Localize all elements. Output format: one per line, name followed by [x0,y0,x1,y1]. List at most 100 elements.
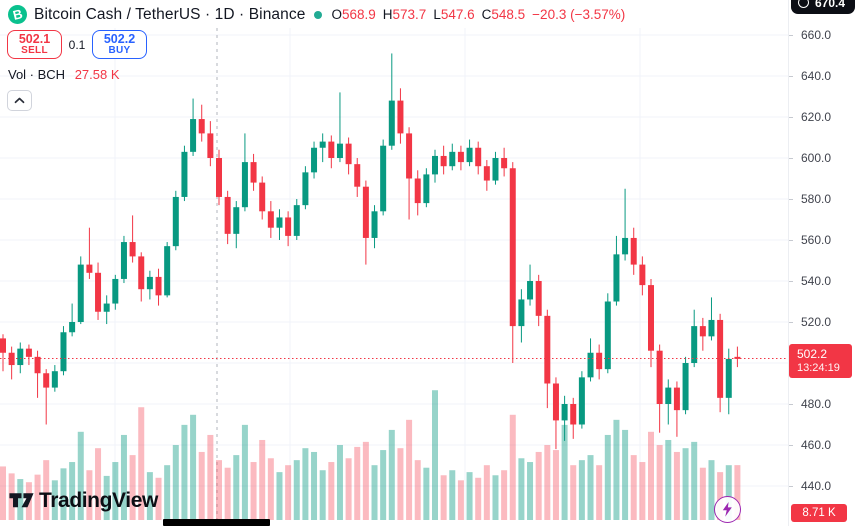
volume-bar [622,429,629,520]
axis-tick [789,321,793,323]
price-axis-label: 580.0 [801,192,832,206]
volume-bar [648,431,654,520]
volume-bar [708,460,715,520]
price-axis-label: 440.0 [801,479,832,493]
candle-body [129,242,136,257]
bottom-scrollbar[interactable] [163,519,270,526]
volume-bar [164,465,171,520]
candle-body [51,371,58,388]
volume-bar [380,450,387,520]
candle-body [596,352,603,370]
volume-bar [552,450,559,520]
volume-bar [129,455,136,520]
candle-body [423,174,430,204]
volume-bar [60,468,67,520]
volume-bar [328,462,335,520]
volume-bar [656,445,663,520]
volume-bar [527,462,534,520]
legend-close: C 548.5 [481,7,526,22]
axis-tick [789,485,793,487]
candle-body [414,178,421,204]
volume-bar [475,477,482,520]
candle-body [440,155,447,167]
symbol-title[interactable]: Bitcoin Cash / TetherUS · 1D · Binance [34,5,306,23]
candle-body [95,272,102,312]
clock-icon [797,0,809,8]
candle-body [362,186,369,238]
quantity-field[interactable]: 0.1 [68,37,86,52]
candle-body [648,285,654,351]
volume-indicator-row[interactable]: Vol · BCH 27.58 K [8,67,120,82]
countdown-badge[interactable]: 670.4 [790,0,855,14]
candle-body [501,158,508,169]
candle-body [77,264,84,322]
volume-bar [336,445,343,520]
candle-body [25,348,32,357]
candle-body [388,100,395,146]
buy-price: 502.2 [103,31,136,46]
volume-bar [285,465,292,520]
volume-bar [172,445,179,520]
ohlc-legend: O 568.9 H 573.7 L 547.6 C 548.5 −20.3 (−3.57… [331,7,625,22]
volume-bar [388,429,395,520]
sell-button[interactable]: 502.1 SELL [7,30,62,59]
bch-b-glyph: B [11,6,24,23]
legend-open: O 568.9 [331,7,376,22]
candle-body [336,143,343,158]
current-price-badge: 502.2 13:24:19 [789,344,852,378]
candle-body [406,133,413,179]
current-price-value: 502.2 [797,347,828,361]
volume-bar [43,460,50,520]
instant-trading-button[interactable] [714,496,741,523]
candle-body [164,246,171,296]
market-status-dot-icon[interactable] [314,10,323,19]
volume-bar [224,467,231,520]
buy-button[interactable]: 502.2 BUY [92,30,147,59]
volume-indicator-value: 27.58 K [74,67,120,82]
volume-bar [725,465,732,520]
volume-bar [432,390,438,520]
volume-bar [155,477,162,520]
candle-body [622,237,629,255]
candle-body [60,332,67,372]
volume-bar [440,475,447,520]
candle-body [432,155,438,175]
volume-bar [466,472,473,520]
volume-bar [259,439,266,520]
bitcoin-cash-logo-icon: B [8,5,27,24]
candle-body [259,182,266,212]
candle-body [397,100,404,134]
volume-bar [691,441,698,520]
price-axis-label: 640.0 [801,69,832,83]
volume-bar [457,480,464,520]
candle-body [146,276,153,290]
chevron-up-icon [14,97,25,104]
collapse-button[interactable] [7,90,32,111]
candle-body [509,168,516,327]
current-volume-badge: 8.71 K [791,504,847,522]
volume-bar [86,470,93,520]
axis-tick [789,34,793,36]
volume-bar [509,414,516,520]
candle-body [233,207,240,234]
candle-body [475,147,482,167]
candle-body [17,348,24,366]
candle-body [691,326,698,363]
candle-body [535,281,542,316]
candle-body [267,211,274,228]
candle-body [285,217,292,236]
candle-body [43,373,50,388]
sell-label: SELL [21,44,48,56]
candle-body [276,217,283,228]
candle-body [673,387,680,411]
price-axis[interactable]: 660.0 640.0 620.0 600.0 580.0 560.0 540.0 520.0… [788,0,860,526]
candle-body [725,358,732,398]
candle-body [190,119,197,152]
candle-body [198,119,205,134]
volume-bar [69,462,76,520]
countdown-badge-value: 670.4 [814,0,845,10]
axis-tick [789,280,793,282]
candle-body [708,319,715,337]
